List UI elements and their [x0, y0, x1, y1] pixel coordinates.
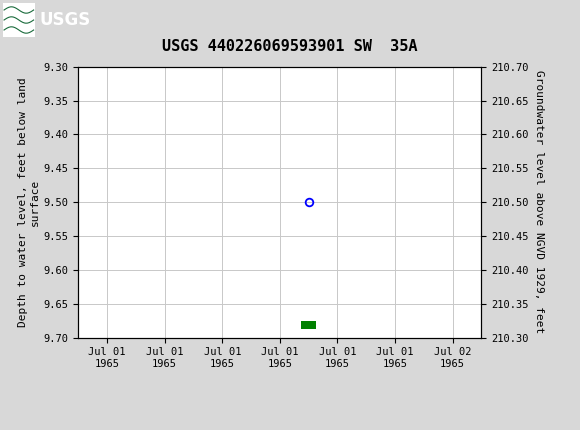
Bar	[3, 3, 35, 37]
Y-axis label: Depth to water level, feet below land
surface: Depth to water level, feet below land su…	[18, 77, 39, 327]
Text: USGS 440226069593901 SW  35A: USGS 440226069593901 SW 35A	[162, 39, 418, 54]
Y-axis label: Groundwater level above NGVD 1929, feet: Groundwater level above NGVD 1929, feet	[534, 71, 544, 334]
Text: USGS: USGS	[39, 11, 90, 29]
Bar	[302, 321, 316, 329]
